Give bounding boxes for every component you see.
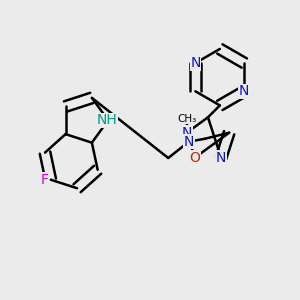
- Text: NH: NH: [96, 113, 117, 127]
- Text: N: N: [184, 135, 194, 148]
- Text: CH₃: CH₃: [177, 114, 196, 124]
- Text: N: N: [190, 56, 201, 70]
- Text: F: F: [40, 173, 48, 187]
- Text: O: O: [189, 151, 200, 165]
- Text: N: N: [216, 151, 226, 165]
- Text: N: N: [182, 126, 192, 140]
- Text: N: N: [239, 84, 250, 98]
